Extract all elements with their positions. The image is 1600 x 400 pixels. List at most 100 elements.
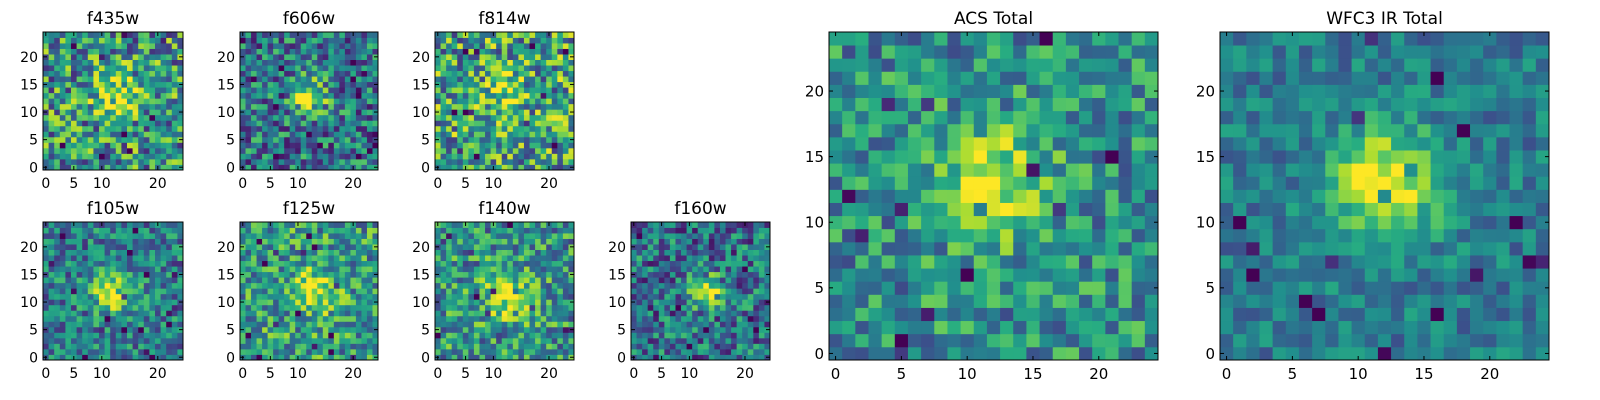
heatmap-cell xyxy=(267,244,274,250)
heatmap-cell xyxy=(355,125,362,132)
heatmap-cell xyxy=(333,315,340,322)
heatmap-cell xyxy=(256,321,263,328)
heatmap-cell xyxy=(451,315,458,322)
heatmap-cell xyxy=(93,343,100,350)
heatmap-cell xyxy=(681,238,687,245)
heatmap-cell xyxy=(986,136,1001,151)
heatmap-cell xyxy=(557,37,564,44)
heatmap-cell xyxy=(1131,163,1146,177)
heatmap-cell xyxy=(725,288,732,295)
heatmap-cell xyxy=(48,260,55,267)
heatmap-cell xyxy=(669,260,676,267)
heatmap-cell xyxy=(121,158,128,165)
heatmap-cell xyxy=(132,315,139,322)
heatmap-cell xyxy=(48,326,55,333)
heatmap-cell xyxy=(333,304,340,311)
heatmap-cell xyxy=(71,142,77,149)
heatmap-cell xyxy=(664,238,671,245)
heatmap-cell xyxy=(1039,268,1054,282)
heatmap-cell xyxy=(647,343,654,350)
heatmap-cell xyxy=(719,332,726,339)
heatmap-cell xyxy=(440,131,447,138)
heatmap-cell xyxy=(462,244,469,250)
heatmap-cell xyxy=(855,189,869,203)
heatmap-cell xyxy=(1092,307,1106,322)
heatmap-cell xyxy=(328,354,335,361)
heatmap-cell xyxy=(127,337,133,344)
heatmap-cell xyxy=(284,282,291,289)
heatmap-cell xyxy=(490,260,497,267)
heatmap-cell xyxy=(87,293,94,300)
heatmap-cell xyxy=(110,343,117,350)
heatmap-cell xyxy=(686,321,693,328)
heatmap-cell xyxy=(54,326,61,333)
heatmap-cell xyxy=(138,147,145,154)
heatmap-cell xyxy=(366,65,373,72)
heatmap-cell xyxy=(59,48,66,55)
heatmap-cell xyxy=(496,114,503,121)
heatmap-cell xyxy=(262,222,268,228)
heatmap-cell xyxy=(372,142,379,149)
heatmap-cell xyxy=(546,304,553,311)
heatmap-cell xyxy=(714,310,721,317)
heatmap-cell xyxy=(664,348,671,355)
heatmap-cell xyxy=(171,54,178,60)
heatmap-cell xyxy=(986,150,1001,164)
heatmap-cell xyxy=(1118,320,1133,335)
heatmap-cell xyxy=(311,54,318,60)
heatmap-cell xyxy=(540,233,547,239)
heatmap-cell xyxy=(166,37,173,44)
heatmap-cell xyxy=(496,136,503,143)
heatmap-cell xyxy=(328,348,335,355)
heatmap-cell xyxy=(692,271,699,278)
heatmap-cell xyxy=(1026,320,1040,335)
heatmap-cell xyxy=(350,37,357,44)
heatmap-cell xyxy=(753,288,760,295)
heatmap-cell xyxy=(669,337,676,344)
heatmap-cell xyxy=(93,233,100,239)
heatmap-cell xyxy=(501,87,508,94)
heatmap-cell xyxy=(355,76,362,83)
heatmap-cell xyxy=(317,255,324,262)
heatmap-cell xyxy=(93,164,100,171)
heatmap-cell xyxy=(366,238,373,245)
heatmap-cell xyxy=(1013,346,1027,361)
heatmap-cell xyxy=(317,233,324,239)
heatmap-cell xyxy=(658,255,665,262)
heatmap-cell xyxy=(523,343,530,350)
heatmap-cell xyxy=(512,233,519,239)
heatmap-cell xyxy=(714,354,721,361)
heatmap-cell xyxy=(143,92,150,99)
heatmap-cell xyxy=(166,315,173,322)
heatmap-cell xyxy=(1105,241,1119,256)
heatmap-cell xyxy=(881,268,896,282)
heatmap-cell xyxy=(65,315,72,322)
heatmap-cell xyxy=(658,249,665,256)
heatmap-cell xyxy=(262,299,268,306)
heatmap-cell xyxy=(138,343,145,350)
heatmap-cell xyxy=(986,307,1001,322)
heatmap-cell xyxy=(104,125,111,132)
heatmap-cell xyxy=(43,114,49,121)
heatmap-cell xyxy=(719,271,726,278)
heatmap-cell xyxy=(160,354,167,361)
heatmap-cell xyxy=(143,227,150,234)
heatmap-cell xyxy=(245,136,252,143)
heatmap-cell xyxy=(523,87,530,94)
heatmap-cell xyxy=(344,354,351,361)
heatmap-cell xyxy=(568,337,575,344)
heatmap-cell xyxy=(149,158,156,165)
heatmap-cell xyxy=(557,87,564,94)
heatmap-cell xyxy=(507,310,514,317)
heatmap-cell xyxy=(457,76,464,83)
heatmap-cell xyxy=(647,266,654,273)
heatmap-cell xyxy=(523,222,530,228)
heatmap-cell xyxy=(725,260,732,267)
heatmap-cell xyxy=(907,307,922,322)
heatmap-cell xyxy=(758,326,765,333)
heatmap-cell xyxy=(960,333,975,348)
heatmap-cell xyxy=(82,136,89,143)
heatmap-cell xyxy=(507,103,514,110)
heatmap-cell xyxy=(512,255,519,262)
heatmap-cell xyxy=(714,222,721,228)
